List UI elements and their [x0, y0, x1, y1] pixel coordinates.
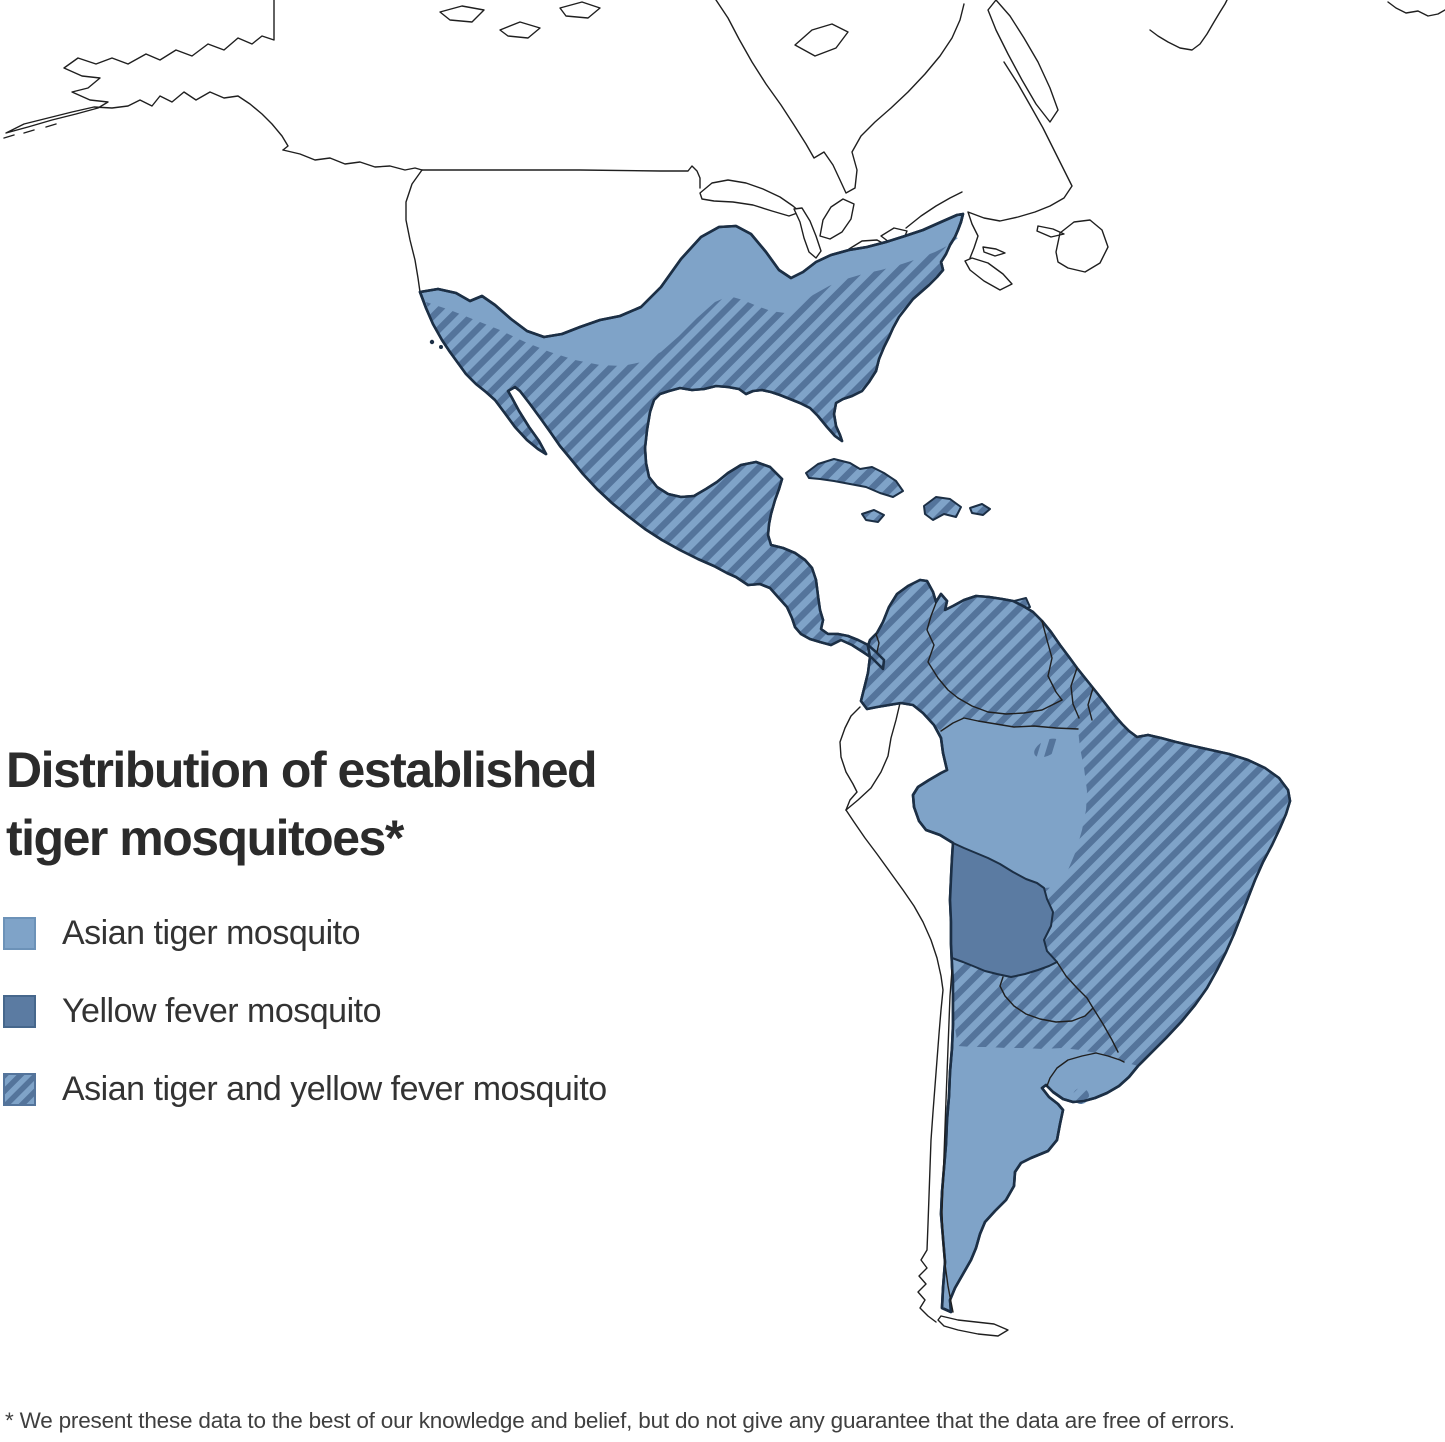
legend-label: Asian tiger and yellow fever mosquito — [62, 1070, 607, 1108]
legend-label: Yellow fever mosquito — [62, 992, 381, 1030]
legend-item-asian-tiger: Asian tiger mosquito — [3, 914, 361, 952]
outline-pei — [982, 246, 1006, 257]
lake-superior — [699, 179, 801, 217]
channel-island-dot — [429, 339, 435, 345]
outline-baffin — [987, 0, 1059, 123]
st-lawrence-river — [905, 191, 963, 229]
outline-hudson-bay — [715, 0, 965, 194]
border-argentina-chile — [941, 969, 954, 1313]
outline-greenland-corner — [1387, 1, 1445, 17]
legend-item-yellow-fever: Yellow fever mosquito — [3, 992, 381, 1030]
region-north-america-hatched — [426, 237, 958, 669]
island-cuba — [805, 458, 904, 498]
outline-quebec-labrador — [967, 61, 1073, 259]
arctic-islands — [439, 1, 849, 57]
lake-michigan — [793, 207, 822, 259]
title-line-2: tiger mosquitoes* — [6, 810, 404, 866]
border-venezuela-guyana — [1041, 620, 1063, 701]
border-uruguay-argentina — [1046, 1052, 1097, 1087]
island-hispaniola — [923, 496, 962, 521]
outline-anticosti — [1036, 225, 1065, 238]
legend-swatch-solid-light — [3, 917, 36, 950]
aleutian-islands — [3, 123, 57, 139]
border-guyana-suriname — [1070, 667, 1080, 719]
border-ecuador-peru — [845, 702, 901, 811]
outline-alaska — [5, 0, 289, 151]
island-jamaica — [861, 509, 885, 523]
outline-tierra-del-fuego — [937, 1315, 1009, 1337]
region-south-america-outline — [859, 578, 1292, 1314]
legend-swatch-hatched — [3, 1073, 36, 1106]
caribbean-islands — [805, 458, 1031, 612]
border-paraguay — [999, 961, 1094, 1023]
border-venezuela-brazil — [957, 697, 1063, 715]
region-amazon-hatched-patch — [1034, 738, 1060, 758]
outline-peru-chile-coast — [845, 809, 944, 1323]
footnote: * We present these data to the best of o… — [5, 1408, 1235, 1433]
border-colombia-brazil — [940, 717, 1079, 732]
outline-bc-coast — [282, 149, 423, 171]
border-suriname-frguiana — [1087, 687, 1094, 721]
page-title: Distribution of established tiger mosqui… — [6, 736, 686, 872]
border-argentina-brazil-misiones — [1092, 1007, 1119, 1053]
legend-item-both-species: Asian tiger and yellow fever mosquito — [3, 1070, 607, 1108]
border-colombia-venezuela — [926, 602, 959, 699]
channel-island-dot — [439, 345, 443, 349]
outline-greenland-southwest — [1149, 0, 1228, 51]
island-puerto-rico — [969, 503, 991, 516]
lake-huron — [819, 198, 855, 240]
country-borders — [875, 602, 1125, 1313]
legend-swatch-solid-dark — [3, 995, 36, 1028]
region-north-america-outline — [418, 212, 965, 671]
border-us-canada — [421, 165, 701, 189]
legend-label: Asian tiger mosquito — [62, 914, 361, 952]
outline-ecuador-coast — [839, 706, 861, 811]
border-brazil-uruguay — [1095, 1052, 1125, 1063]
title-line-1: Distribution of established — [6, 742, 598, 798]
outline-nova-scotia — [964, 257, 1013, 291]
region-south-america-hatched — [861, 580, 1290, 1066]
background-coastlines — [3, 0, 1445, 1337]
border-panama-colombia — [875, 633, 880, 653]
outline-newfoundland — [1055, 219, 1109, 273]
outline-us-west-coast — [405, 169, 423, 293]
